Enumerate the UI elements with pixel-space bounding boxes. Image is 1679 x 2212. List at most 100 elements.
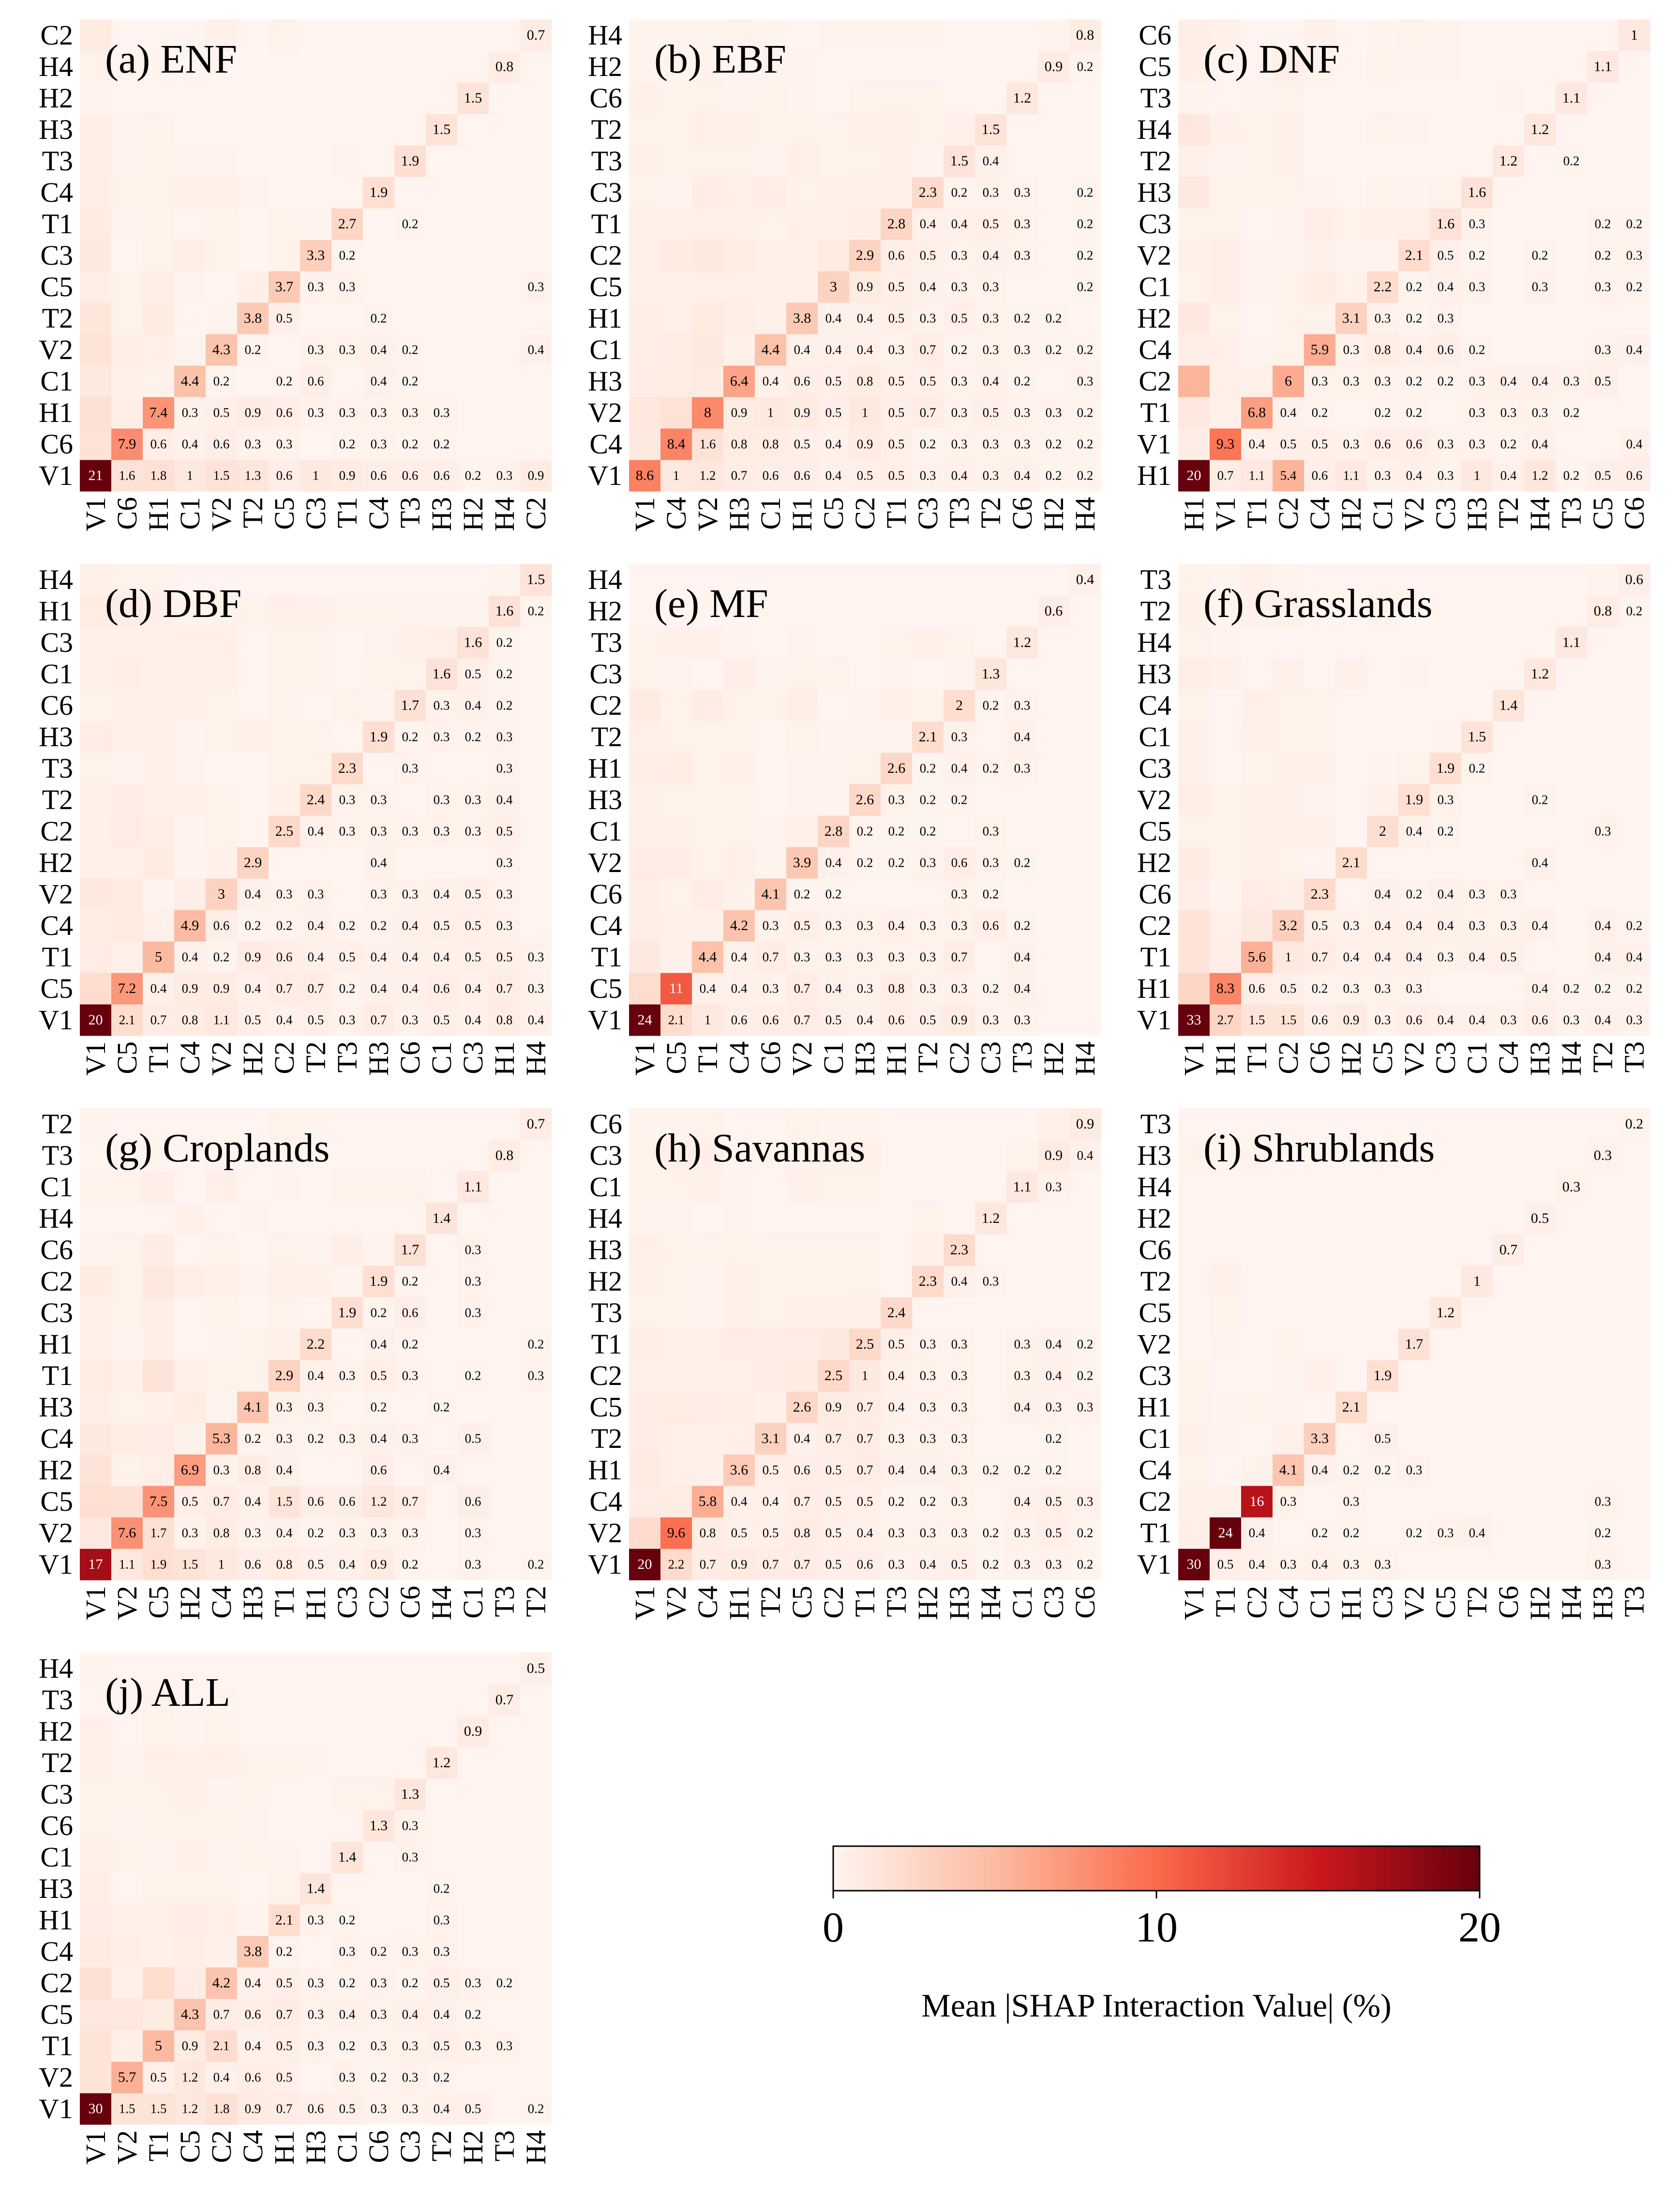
cell-H4-H3 — [363, 564, 395, 596]
cell-value: 2.7 — [1217, 1013, 1234, 1027]
cell-H3-H1 — [489, 721, 521, 753]
cell-H1-C1 — [755, 302, 787, 334]
cell-value: 0.2 — [528, 1337, 544, 1352]
cell-value: 1.5 — [150, 2102, 167, 2116]
cell-H3-H4 — [1069, 365, 1101, 397]
cell-T2-T3 — [881, 1423, 913, 1455]
cell-C1-C2 — [1273, 271, 1304, 303]
cell-value: 1.2 — [1531, 666, 1549, 682]
cell-C5-T1 — [1210, 1297, 1242, 1329]
cell-C2-C1 — [1461, 910, 1493, 942]
cell-value: 0.8 — [245, 1463, 261, 1477]
cell-T1-T2 — [300, 941, 332, 973]
cell-V1-H3 — [723, 460, 755, 492]
cell-H3-V2 — [1398, 177, 1430, 209]
cell-C3-V2 — [1398, 208, 1430, 240]
cell-C1-H2 — [1335, 721, 1367, 753]
cell-H4-T3 — [394, 51, 426, 83]
cell-value: 0.2 — [339, 2039, 356, 2053]
cell-value: 0.6 — [308, 2102, 324, 2116]
cell-T3-T3 — [1619, 564, 1650, 596]
cell-C2-H2 — [1335, 910, 1367, 942]
cell-T3-H1 — [723, 1297, 755, 1329]
cell-value: 0.3 — [1500, 1013, 1517, 1027]
cell-value: 0.3 — [888, 1431, 905, 1446]
cell-value: 0.4 — [700, 981, 716, 996]
cell-V2-H1 — [786, 397, 818, 429]
cell-T2-C3 — [1430, 595, 1462, 627]
cell-H4-C3 — [457, 564, 489, 596]
cell-C2-T2 — [426, 1967, 458, 1999]
cell-C5-H3 — [237, 1486, 269, 1518]
y-tick-label: V1 — [588, 1004, 622, 1036]
cell-value: 0.2 — [1563, 468, 1580, 483]
cell-V1-H1 — [723, 1549, 755, 1580]
cell-T3-V2 — [111, 1140, 143, 1172]
cell-T3-H4 — [520, 1684, 552, 1716]
cell-value: 0.4 — [182, 950, 198, 964]
cell-C2-C5 — [269, 19, 300, 51]
x-tick-label: H3 — [237, 1586, 269, 1620]
y-tick-label: C3 — [589, 177, 622, 208]
x-tick-label: C4 — [1273, 1586, 1304, 1619]
cell-V2-C6 — [1006, 397, 1038, 429]
y-tick-label: C2 — [40, 815, 73, 847]
cell-value: 0.2 — [1438, 374, 1454, 389]
cell-value: 0.2 — [1595, 248, 1611, 263]
cell-value: 2.9 — [275, 1368, 294, 1384]
cell-value: 0.4 — [1469, 950, 1485, 964]
cell-value: 0.3 — [276, 887, 293, 902]
cell-H2-H1 — [269, 1715, 300, 1747]
cell-C4-T2 — [912, 910, 944, 942]
y-tick-label: H3 — [588, 1234, 622, 1265]
cell-T2-C5 — [786, 1423, 818, 1455]
cell-value: 0.3 — [308, 1913, 324, 1927]
cell-T2-H1 — [786, 114, 818, 146]
cell-value: 0.5 — [825, 1526, 842, 1540]
cell-C4-V1 — [1210, 334, 1242, 366]
cell-T3-H1 — [881, 627, 913, 659]
cell-H1-C4 — [660, 302, 692, 334]
cell-T2-C1 — [331, 1747, 363, 1779]
cell-H2-C2 — [269, 847, 300, 879]
cell-C2-H4 — [1556, 910, 1588, 942]
cell-value: 20 — [638, 1556, 652, 1572]
cell-H1-H3 — [426, 397, 458, 429]
cell-C2-V2 — [1398, 365, 1430, 397]
cell-C1-V1 — [80, 1841, 112, 1873]
cell-C5-H2 — [457, 1999, 489, 2031]
cell-C5-H3 — [300, 1999, 332, 2031]
cell-H3-H4 — [1556, 658, 1588, 690]
cell-C4-T1 — [331, 177, 363, 209]
cell-value: 20 — [1187, 467, 1201, 483]
cell-value: 0.4 — [371, 1337, 387, 1352]
cell-value: 1 — [187, 468, 194, 483]
cell-C5-C6 — [363, 1999, 395, 2031]
cell-value: 0.5 — [276, 311, 293, 326]
y-tick-label: H3 — [1137, 1140, 1171, 1171]
cell-value: 1.9 — [401, 153, 420, 169]
cell-value: 0.3 — [465, 1526, 481, 1540]
cell-C2-T2 — [300, 815, 332, 847]
cell-C2-T3 — [331, 815, 363, 847]
cell-H3-H1 — [786, 365, 818, 397]
cell-value: 0.4 — [339, 2007, 356, 2022]
cell-H2-H1 — [1178, 302, 1210, 334]
cell-C4-C3 — [1367, 1454, 1399, 1486]
cell-H3-C1 — [426, 721, 458, 753]
cell-C1-H3 — [944, 1171, 975, 1203]
cell-T1-T3 — [1619, 941, 1650, 973]
cell-H4-C1 — [174, 51, 206, 83]
cell-C1-C4 — [692, 1171, 724, 1203]
cell-H4-C2 — [944, 564, 975, 596]
cell-H2-C6 — [394, 1454, 426, 1486]
x-tick-label: C2 — [520, 497, 552, 530]
cell-C2-C4 — [723, 690, 755, 722]
cell-value: 0.3 — [920, 918, 936, 933]
cell-H2-C1 — [457, 1454, 489, 1486]
cell-value: 0.3 — [276, 437, 293, 451]
cell-H4-T1 — [1241, 627, 1273, 659]
cell-T1-H1 — [269, 2030, 300, 2062]
cell-value: 0.6 — [308, 374, 324, 389]
